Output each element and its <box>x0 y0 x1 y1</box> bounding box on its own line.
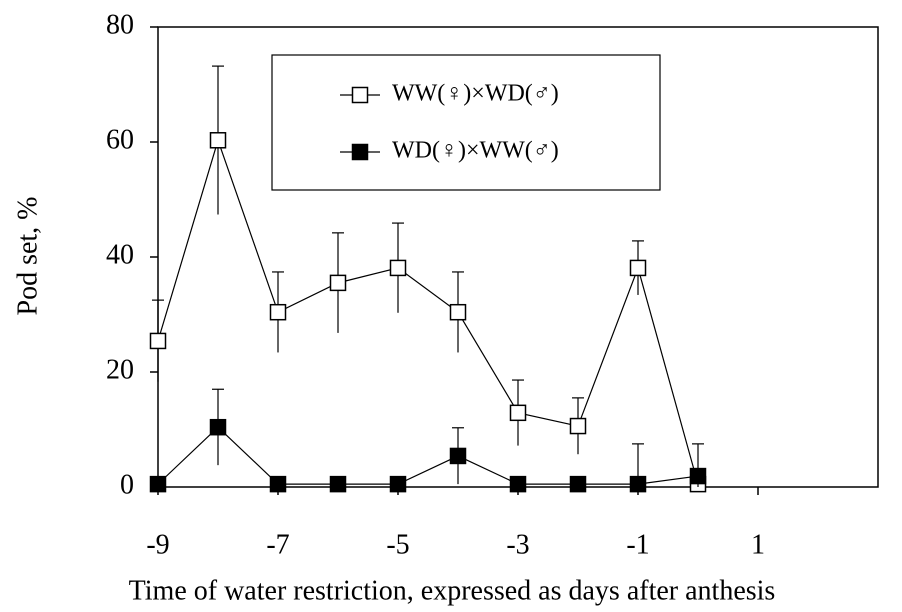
data-point <box>269 303 287 321</box>
data-point <box>509 475 527 493</box>
legend-marker <box>351 143 369 161</box>
data-point <box>629 475 647 493</box>
x-tick-label: -1 <box>626 529 649 560</box>
y-tick-label: 80 <box>106 9 134 40</box>
y-axis-title: Pod set, % <box>12 197 43 316</box>
data-point <box>149 475 167 493</box>
legend-box <box>271 54 661 191</box>
data-point <box>689 467 707 485</box>
legend-label: WW(♀)×WD(♂) <box>392 81 559 107</box>
data-point <box>509 404 527 422</box>
data-point <box>209 418 227 436</box>
data-point <box>209 132 227 149</box>
data-point <box>449 447 467 465</box>
y-tick-label: 40 <box>106 239 134 270</box>
data-point <box>329 274 347 292</box>
x-tick-label: 1 <box>751 529 765 560</box>
legend-marker <box>351 86 369 104</box>
data-point <box>269 475 287 493</box>
y-tick-label: 20 <box>106 354 134 385</box>
data-point <box>149 332 167 350</box>
y-tick-label: 0 <box>120 469 134 500</box>
data-point <box>449 303 467 321</box>
x-tick-label: -5 <box>386 529 409 560</box>
data-point <box>629 259 647 277</box>
legend-label: WD(♀)×WW(♂) <box>392 138 559 164</box>
x-tick-label: -7 <box>266 529 289 560</box>
data-point <box>389 259 407 277</box>
data-point <box>569 475 587 493</box>
data-point <box>329 475 347 493</box>
data-point <box>569 417 587 435</box>
series-line <box>157 138 699 485</box>
y-tick-label: 60 <box>106 124 134 155</box>
series-line <box>157 426 699 485</box>
x-tick-label: -9 <box>146 529 169 560</box>
x-axis-title: Time of water restriction, expressed as … <box>129 575 776 606</box>
data-point <box>389 475 407 493</box>
x-tick-label: -3 <box>506 529 529 560</box>
